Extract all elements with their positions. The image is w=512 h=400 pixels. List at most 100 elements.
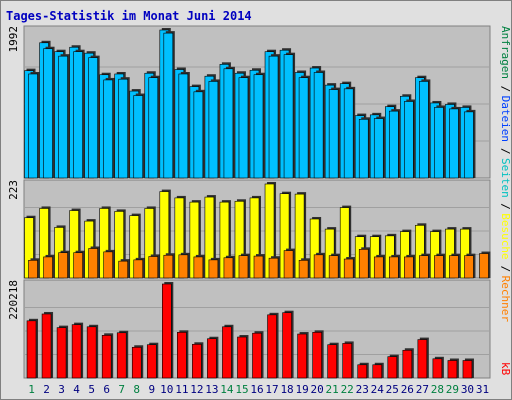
bar-besuche-28 (434, 255, 444, 279)
bar-besuche-24 (373, 256, 384, 279)
x-tick-label-4: 4 (73, 383, 80, 396)
legend-label-dateien: Dateien (499, 96, 512, 142)
bar-kb-8 (131, 346, 142, 379)
legend-separator: / (499, 203, 512, 210)
bar-dateien-1 (28, 73, 38, 179)
bar-dateien-22 (343, 88, 354, 179)
x-tick-label-31: 31 (476, 383, 489, 396)
bar-besuche-27 (419, 255, 429, 279)
bar-kb-12 (192, 343, 202, 379)
x-tick-label-21: 21 (326, 383, 339, 396)
bar-besuche-20 (313, 254, 324, 279)
bar-dateien-7 (118, 78, 129, 179)
bar-besuche-3 (58, 252, 68, 279)
legend-separator: / (499, 148, 512, 155)
bar-kb-16 (252, 332, 262, 379)
bar-dateien-13 (208, 81, 219, 179)
bar-besuche-14 (223, 257, 234, 279)
axis-max-label: 223 (7, 180, 20, 200)
bar-kb-24 (372, 364, 383, 379)
bar-besuche-15 (238, 255, 249, 279)
bar-besuche-8 (133, 259, 144, 279)
bar-kb-27 (417, 339, 428, 379)
x-tick-label-11: 11 (175, 383, 188, 396)
bar-kb-20 (312, 332, 322, 379)
legend-separator: / (499, 266, 512, 273)
bar-besuche-25 (388, 256, 399, 279)
bar-kb-18 (282, 312, 292, 379)
bar-dateien-18 (283, 54, 294, 179)
x-tick-label-7: 7 (118, 383, 125, 396)
bar-besuche-23 (358, 249, 369, 279)
bar-dateien-2 (43, 48, 53, 179)
x-tick-label-14: 14 (220, 383, 234, 396)
bar-dateien-8 (133, 95, 144, 179)
bar-dateien-14 (223, 68, 234, 179)
bar-kb-6 (101, 335, 112, 379)
bar-dateien-23 (358, 119, 369, 179)
bar-kb-9 (146, 344, 157, 379)
bar-kb-25 (387, 356, 398, 379)
bar-kb-3 (56, 327, 67, 379)
axis-max-label: 220218 (7, 280, 20, 320)
bar-dateien-19 (298, 77, 309, 179)
x-tick-label-19: 19 (295, 383, 308, 396)
x-tick-label-30: 30 (461, 383, 474, 396)
x-tick-label-13: 13 (205, 383, 218, 396)
bar-kb-28 (432, 358, 443, 379)
x-tick-label-3: 3 (58, 383, 65, 396)
x-tick-label-22: 22 (341, 383, 354, 396)
bar-dateien-5 (88, 57, 98, 179)
x-tick-label-10: 10 (160, 383, 173, 396)
bar-kb-22 (342, 343, 352, 379)
bar-dateien-25 (388, 110, 399, 179)
bar-kb-15 (237, 336, 247, 379)
bar-kb-17 (267, 314, 277, 379)
legend-label-anfragen: Anfragen (499, 26, 512, 79)
x-tick-label-25: 25 (386, 383, 399, 396)
bar-besuche-21 (328, 255, 339, 279)
x-tick-label-20: 20 (311, 383, 324, 396)
x-tick-label-29: 29 (446, 383, 459, 396)
bar-besuche-4 (73, 252, 83, 279)
bar-kb-19 (297, 333, 307, 379)
bar-besuche-2 (43, 256, 53, 279)
bar-dateien-24 (373, 118, 384, 179)
bar-dateien-16 (253, 74, 264, 179)
bar-dateien-17 (268, 55, 279, 179)
bar-dateien-4 (73, 51, 83, 179)
panel-1: 1992 (7, 25, 491, 179)
bar-kb-7 (116, 332, 127, 379)
bar-kb-5 (86, 326, 97, 379)
bar-besuche-7 (118, 260, 129, 279)
bar-kb-23 (357, 364, 368, 379)
bar-dateien-3 (58, 55, 68, 179)
bar-dateien-28 (434, 107, 444, 179)
bar-besuche-1 (28, 259, 38, 279)
bar-dateien-26 (404, 101, 414, 179)
x-tick-label-26: 26 (401, 383, 414, 396)
bar-kb-1 (26, 320, 37, 379)
bar-kb-26 (402, 349, 413, 379)
bar-kb-30 (462, 360, 473, 379)
bar-dateien-29 (449, 108, 459, 179)
bar-kb-11 (177, 332, 187, 379)
bar-besuche-13 (208, 259, 219, 279)
x-tick-label-28: 28 (431, 383, 444, 396)
bar-besuche-9 (148, 256, 159, 279)
bar-dateien-12 (193, 91, 204, 179)
x-tick-label-6: 6 (103, 383, 110, 396)
bar-dateien-20 (313, 72, 324, 179)
bar-besuche-5 (88, 248, 98, 279)
panel-2: 223 (7, 179, 491, 279)
x-tick-label-15: 15 (235, 383, 248, 396)
axis-max-label: 1992 (7, 26, 20, 53)
legend-label-besuche: Besuche (499, 213, 512, 259)
x-tick-label-8: 8 (133, 383, 140, 396)
bar-besuche-29 (449, 255, 459, 279)
bar-besuche-11 (178, 254, 189, 279)
bar-kb-4 (71, 324, 82, 379)
x-tick-label-23: 23 (356, 383, 369, 396)
x-tick-label-24: 24 (371, 383, 385, 396)
bar-dateien-6 (103, 79, 113, 179)
